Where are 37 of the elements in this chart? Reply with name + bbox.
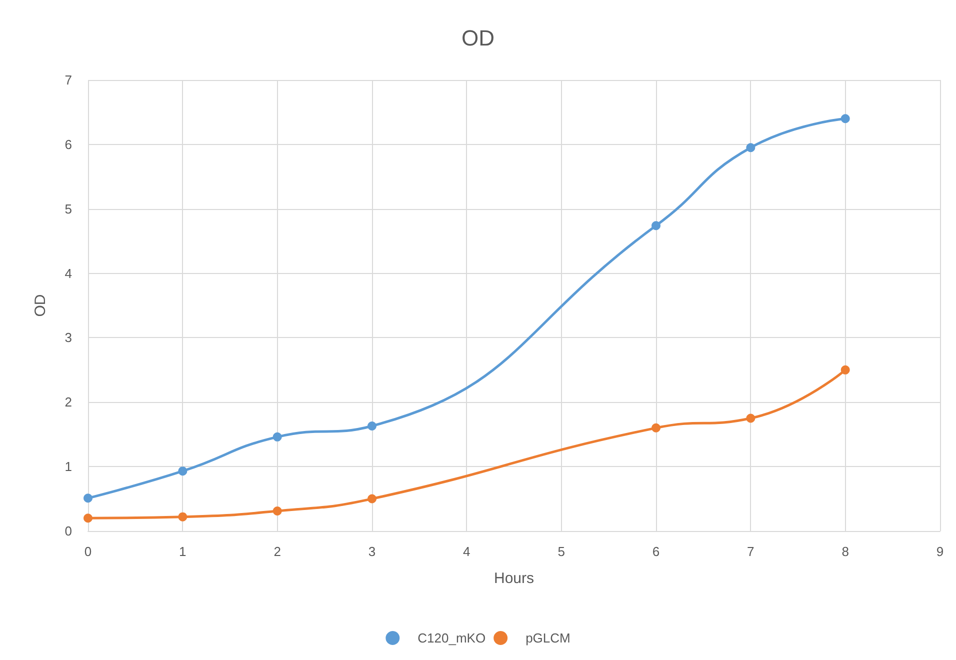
y-axis-title: OD — [32, 294, 49, 317]
point — [652, 221, 660, 230]
point — [272, 506, 282, 516]
point — [84, 494, 92, 503]
point — [368, 421, 376, 430]
x-tick-label: 0 — [84, 544, 92, 559]
y-tick-label: 4 — [64, 266, 72, 281]
y-tick-label: 0 — [64, 524, 72, 538]
chart-title: OD — [462, 26, 494, 50]
point — [840, 365, 850, 374]
point — [368, 494, 376, 504]
y-tick-label: 2 — [64, 394, 72, 410]
x-tick-label: 4 — [463, 544, 470, 559]
point — [178, 512, 188, 522]
x-axis-title: Hours — [494, 570, 534, 587]
y-tick-label: 7 — [64, 72, 72, 88]
x-tick-label: 5 — [558, 544, 565, 559]
point — [652, 423, 660, 432]
x-tick-label: 2 — [274, 544, 281, 559]
y-tick-label: 3 — [64, 330, 72, 346]
y-tick-label: 5 — [64, 201, 72, 216]
point — [84, 514, 92, 523]
x-tick-label: 3 — [368, 544, 376, 559]
legend-label: C120_mKO — [418, 630, 486, 646]
legend-label: pGLCM — [526, 630, 570, 646]
point — [746, 414, 756, 423]
point — [746, 143, 756, 152]
y-tick-label: 1 — [64, 459, 72, 474]
point — [178, 466, 188, 476]
y-tick-label: 6 — [64, 136, 72, 152]
x-tick-label: 7 — [747, 544, 754, 559]
point — [272, 432, 282, 442]
x-tick-label: 6 — [652, 544, 660, 559]
x-tick-label: 9 — [936, 544, 944, 559]
x-tick-label: 8 — [842, 544, 849, 559]
point — [840, 114, 850, 124]
x-tick-label: 1 — [179, 544, 186, 559]
